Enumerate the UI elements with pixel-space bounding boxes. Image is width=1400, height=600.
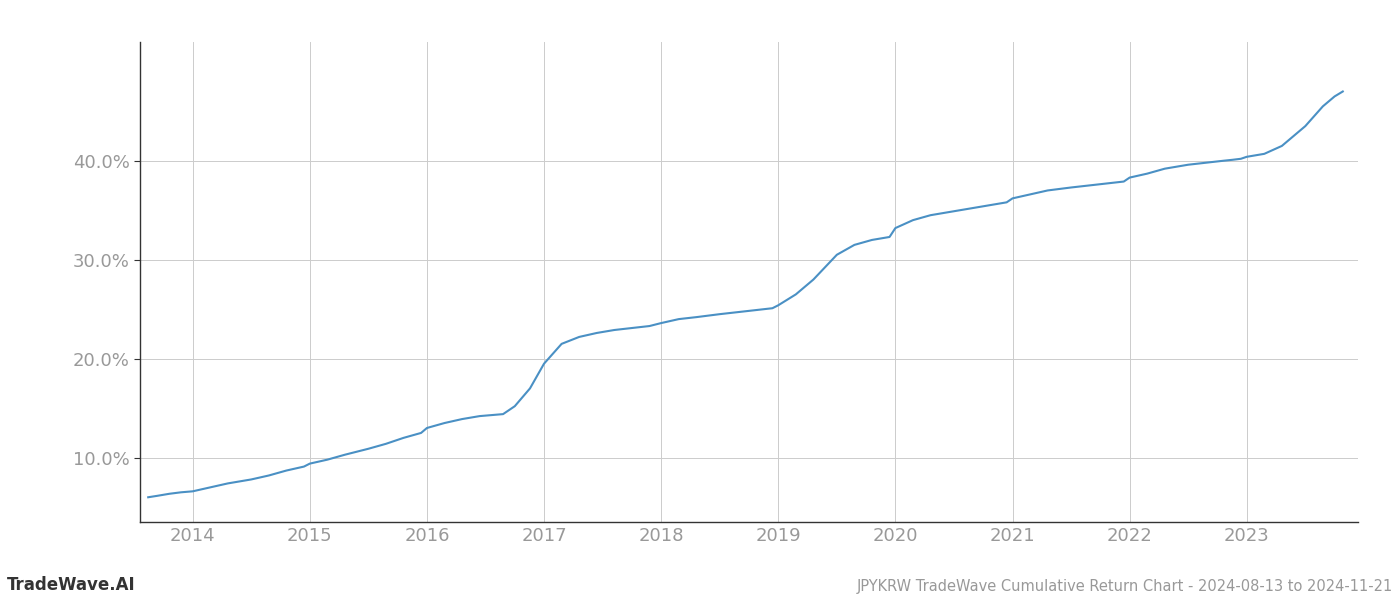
Text: TradeWave.AI: TradeWave.AI <box>7 576 136 594</box>
Text: JPYKRW TradeWave Cumulative Return Chart - 2024-08-13 to 2024-11-21: JPYKRW TradeWave Cumulative Return Chart… <box>857 579 1393 594</box>
